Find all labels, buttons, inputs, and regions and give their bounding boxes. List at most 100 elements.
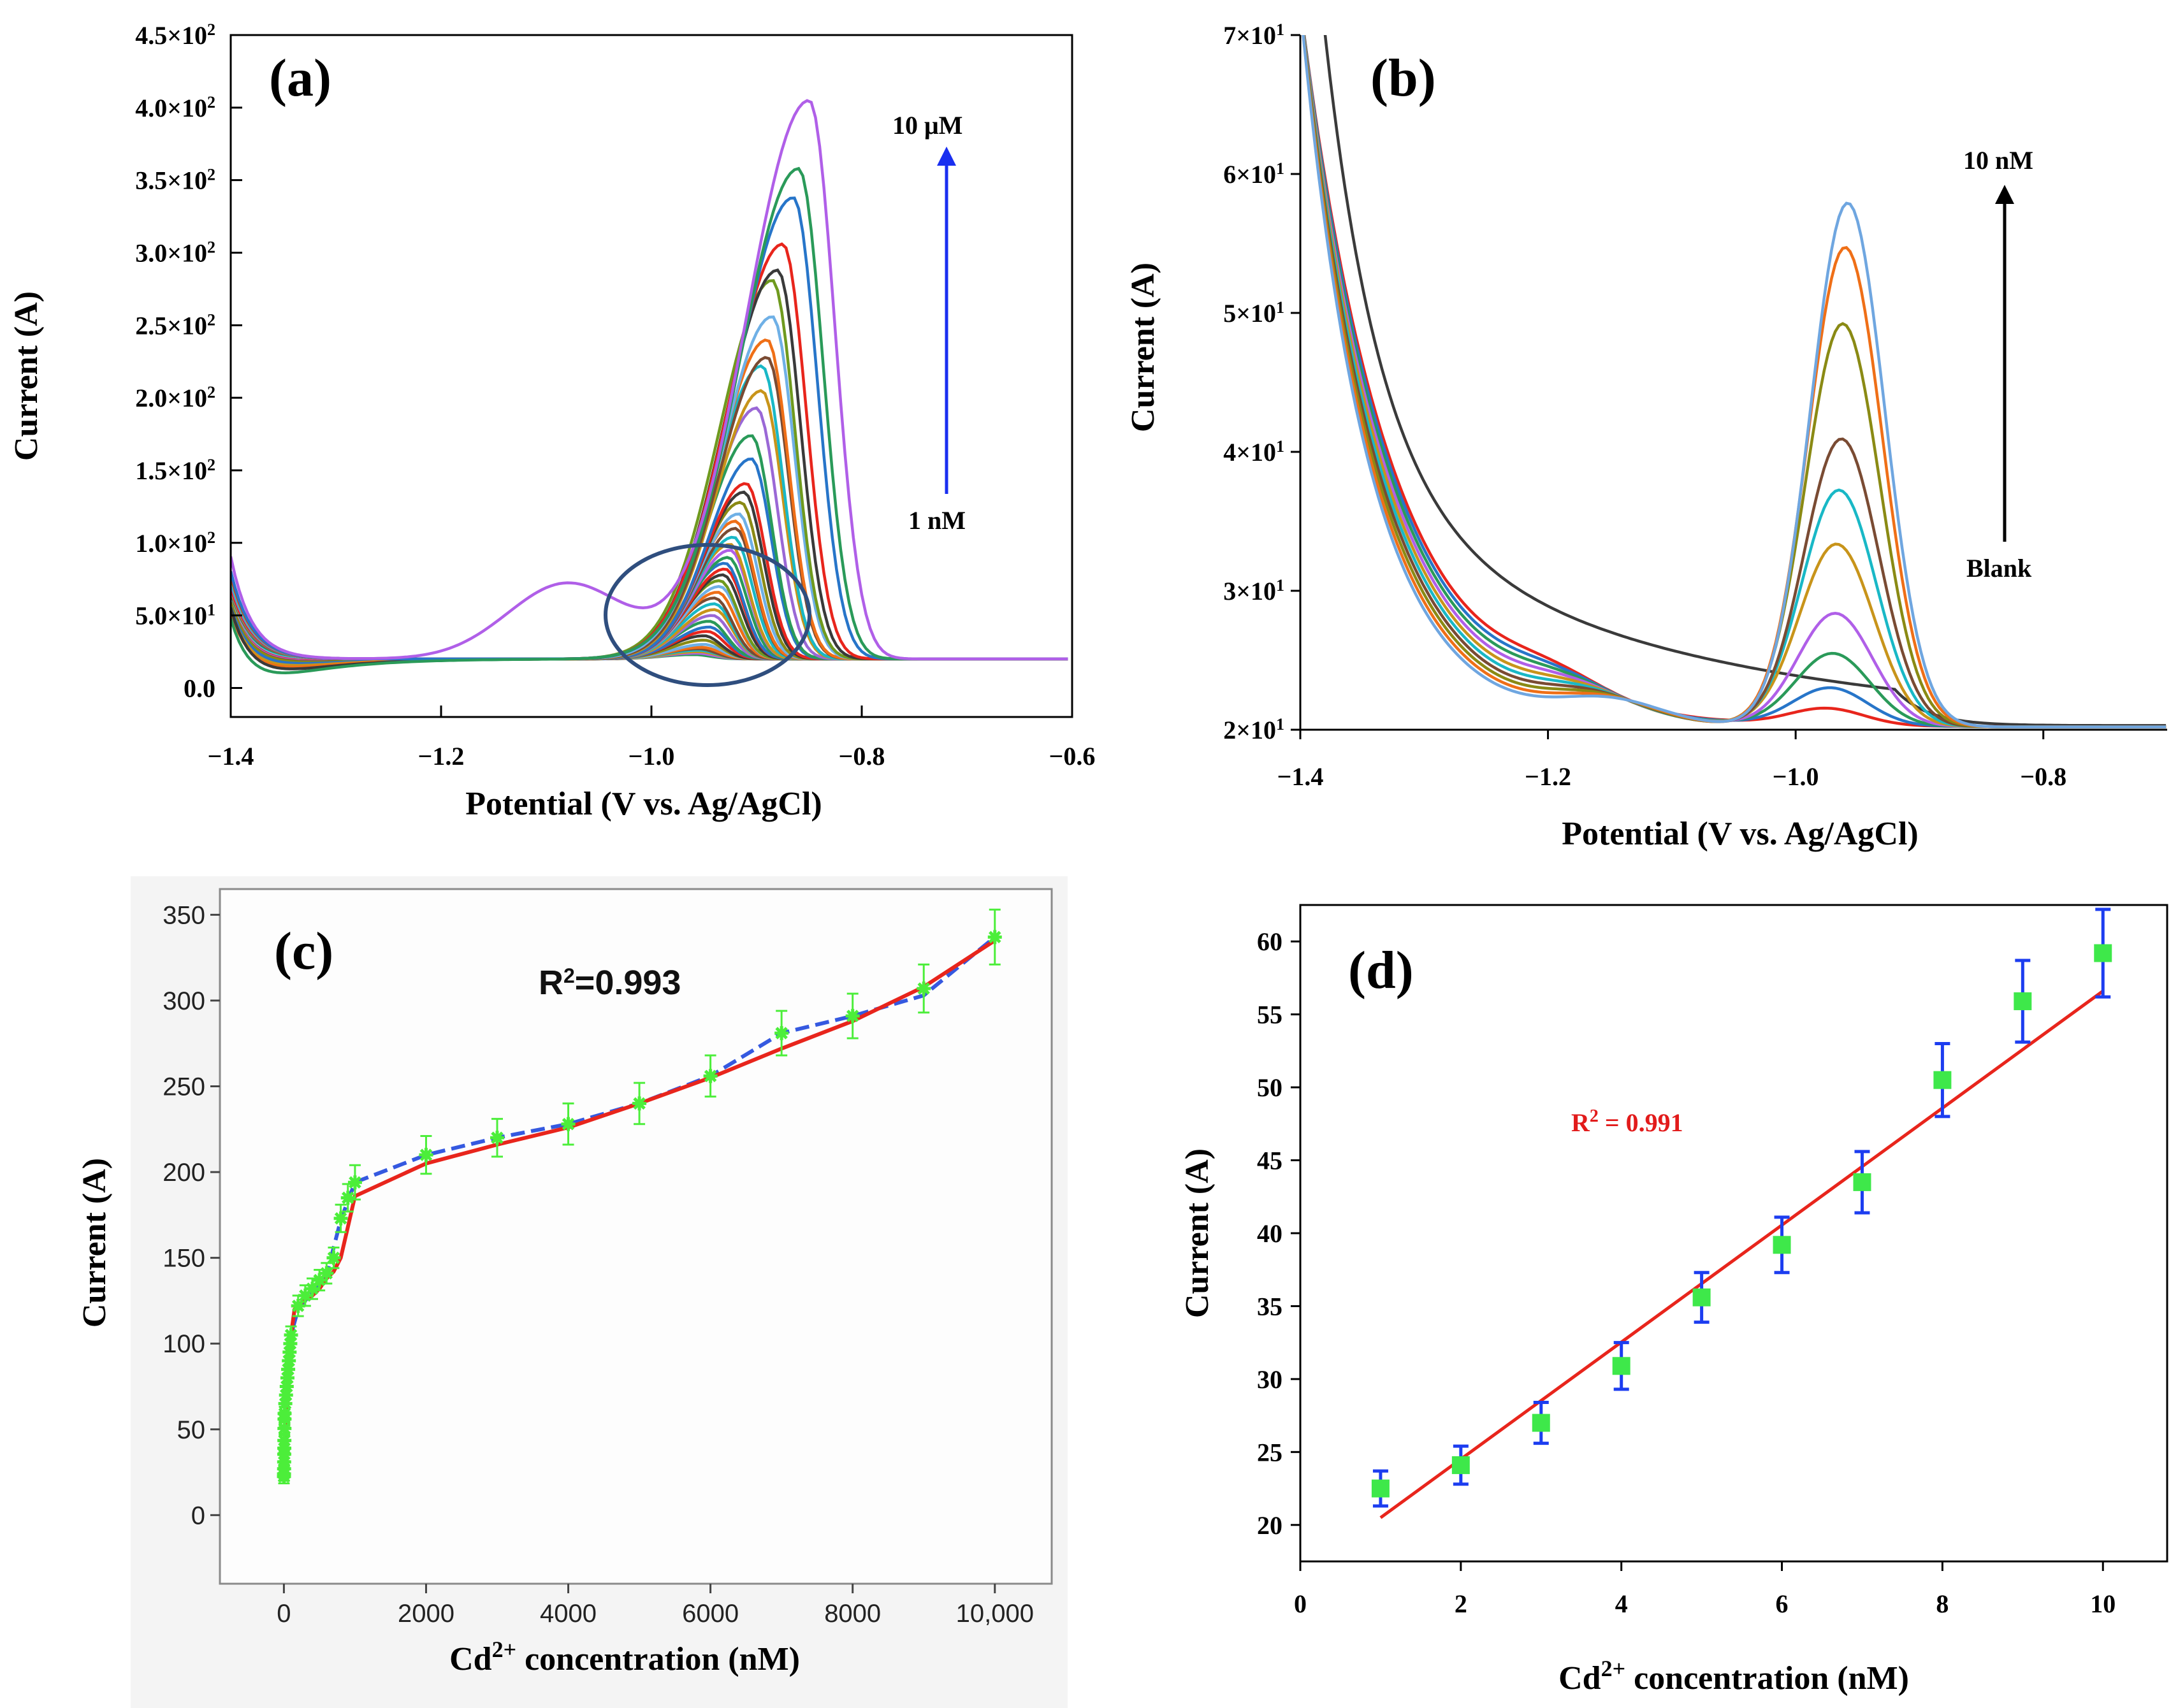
panel-a-y-tick-label-exponent: 2	[207, 528, 215, 546]
panel-a-x-axis-label: Potential (V vs. Ag/AgCl)	[465, 786, 822, 822]
panel-c-plot-area	[219, 888, 1053, 1585]
panel-c-x-tick-label: 2000	[398, 1600, 454, 1628]
panel-d-x-tick-label: 0	[1294, 1589, 1307, 1618]
panel-b-x-tick-label: −0.8	[2020, 762, 2066, 791]
panel-b-voltammogram-curve	[1302, 35, 2167, 728]
panel-d-data-point	[2094, 944, 2112, 962]
panel-a-voltammogram-curve	[231, 196, 1068, 661]
panel-a-voltammogram-curve	[231, 242, 1068, 661]
panel-d-y-tick-label: 25	[1257, 1438, 1282, 1466]
panel-d-y-tick-label: 20	[1257, 1511, 1282, 1540]
panel-d-x-label-rest: concentration (nM)	[1625, 1660, 1909, 1697]
panel-c-data-point	[319, 1266, 334, 1280]
panel-a-letter: (a)	[269, 48, 331, 108]
panel-b-y-tick-label-exponent: 1	[1276, 715, 1284, 734]
panel-a-x-ticks: −1.4 −1.2 −1.0 −0.8 −0.6	[208, 706, 1096, 771]
panel-d-x-tick-label: 6	[1776, 1589, 1789, 1618]
panel-a-y-tick-label-exponent: 2	[207, 455, 215, 474]
panel-b-y-tick-label-exponent: 1	[1276, 576, 1284, 595]
panel-c-data-point	[340, 1191, 355, 1205]
panel-c: 0 50 100 150 200 250 300 350 0 2000 4000 6000 8000 1…	[76, 876, 1068, 1708]
panel-a-y-tick-label: 0.0	[184, 674, 215, 702]
panel-c-x-label-charge: 2+	[492, 1637, 517, 1662]
panel-d-x-tick-label: 4	[1615, 1589, 1628, 1618]
panel-c-data-point	[284, 1328, 298, 1342]
panel-a-y-tick-label: 1.0×102	[135, 528, 215, 558]
panel-b-y-tick-label-exponent: 1	[1276, 298, 1284, 317]
panel-a-curves	[231, 99, 1068, 674]
panel-d-x-axis-label: Cd2+ concentration (nM)	[1558, 1656, 1909, 1697]
panel-b-y-tick-label-mantissa: 4×10	[1223, 438, 1276, 467]
panel-b-y-tick-label-exponent: 1	[1276, 20, 1284, 39]
panel-d-x-tick-label: 10	[2090, 1589, 2116, 1618]
panel-d-r2-r: R	[1571, 1108, 1590, 1137]
panel-c-y-tick-label: 100	[163, 1330, 205, 1358]
panel-b-letter: (b)	[1370, 48, 1436, 108]
panel-d-letter: (d)	[1348, 941, 1414, 1000]
panel-b-y-tick-label: 4×101	[1223, 437, 1284, 467]
panel-c-r2-value: =0.993	[575, 964, 681, 1002]
panel-c-y-tick-label: 0	[191, 1502, 205, 1530]
panel-a-y-tick-label: 1.5×102	[135, 455, 215, 485]
panel-c-r2-exp: 2	[563, 964, 575, 987]
panel-d-x-tick-label: 2	[1455, 1589, 1467, 1618]
panel-a-y-tick-label: 2.0×102	[135, 383, 215, 413]
panel-d-data-point	[1853, 1173, 1871, 1191]
panel-d-data-point	[1773, 1236, 1791, 1254]
panel-b-top-label: 10 nM	[1963, 146, 2033, 175]
panel-b-y-tick-label: 7×101	[1223, 20, 1284, 50]
panel-a-x-tick-label: −1.4	[208, 742, 254, 771]
panel-a-y-tick-label-mantissa: 2.0×10	[135, 384, 207, 412]
panel-a-y-tick-label: 5.0×101	[135, 600, 215, 630]
panel-b-y-tick-label-mantissa: 5×10	[1223, 299, 1276, 328]
panel-d-y-tick-label: 40	[1257, 1219, 1282, 1248]
panel-a-y-tick-label-mantissa: 4.5×10	[135, 21, 207, 50]
panel-c-data-point	[305, 1282, 319, 1296]
panel-a-x-tick-label: −1.2	[418, 742, 465, 771]
panel-b-y-tick-label: 2×101	[1223, 715, 1284, 745]
panel-a-y-tick-label-mantissa: 3.5×10	[135, 166, 207, 195]
panel-a-x-tick-label: −1.0	[628, 742, 675, 771]
panel-d-r2-exp: 2	[1590, 1106, 1599, 1126]
panel-a: 0.05.0×1011.0×1021.5×1022.0×1022.5×1023.…	[8, 20, 1095, 823]
panel-c-y-tick-label: 200	[163, 1159, 205, 1187]
panel-a-y-tick-label-exponent: 1	[207, 600, 215, 619]
panel-a-y-tick-label-mantissa: 4.0×10	[135, 94, 207, 122]
panel-b-x-tick-label: −1.4	[1277, 762, 1324, 791]
panel-a-y-tick-label: 4.0×102	[135, 92, 215, 122]
panel-a-voltammogram-curve	[231, 99, 1068, 661]
panel-a-x-tick-label: −0.6	[1049, 742, 1096, 771]
panel-d-x-ticks: 0 2 4 6 8 10	[1294, 1561, 2116, 1618]
panel-c-data-point	[312, 1273, 327, 1287]
panel-b-y-tick-label-mantissa: 3×10	[1223, 577, 1276, 605]
panel-a-y-tick-label-exponent: 2	[207, 383, 215, 402]
panel-d-y-axis-label: Current (A)	[1179, 1148, 1216, 1318]
panel-a-top-label: 10 μM	[892, 111, 962, 140]
panel-c-y-tick-label: 350	[163, 901, 205, 929]
panel-c-data-point	[845, 1009, 860, 1024]
panel-c-data-point	[774, 1026, 789, 1041]
panel-b-y-tick-label-mantissa: 7×10	[1223, 21, 1276, 50]
panel-a-y-tick-label: 3.5×102	[135, 165, 215, 195]
panel-b-y-tick-label: 3×101	[1223, 576, 1284, 606]
panel-a-y-tick-label-mantissa: 5.0×10	[135, 602, 207, 630]
panel-d-y-ticks: 20 25 30 35 40 45 50 55 60	[1257, 927, 1300, 1540]
panel-d-y-tick-label: 45	[1257, 1147, 1282, 1175]
panel-d-r2-annotation: R2 = 0.991	[1571, 1106, 1683, 1138]
panel-c-x-tick-label: 4000	[540, 1600, 597, 1628]
panel-d-data	[1371, 908, 2112, 1519]
panel-d-frame	[1299, 904, 2168, 1563]
panel-b-y-tick-label-exponent: 1	[1276, 437, 1284, 456]
panel-b-x-ticks: −1.4 −1.2 −1.0 −0.8	[1277, 730, 2066, 791]
panel-b-y-tick-label-exponent: 1	[1276, 159, 1284, 178]
panel-a-y-tick-label: 2.5×102	[135, 310, 215, 340]
panel-c-data-point	[277, 1407, 292, 1421]
panel-c-data-point	[347, 1175, 362, 1190]
panel-a-x-tick-label: −0.8	[839, 742, 885, 771]
panel-c-y-ticks: 0 50 100 150 200 250 300 350	[163, 901, 220, 1530]
panel-a-y-ticks: 0.05.0×1011.0×1021.5×1022.0×1022.5×1023.…	[135, 20, 242, 702]
panel-d-x-label-cd: Cd	[1558, 1660, 1601, 1697]
